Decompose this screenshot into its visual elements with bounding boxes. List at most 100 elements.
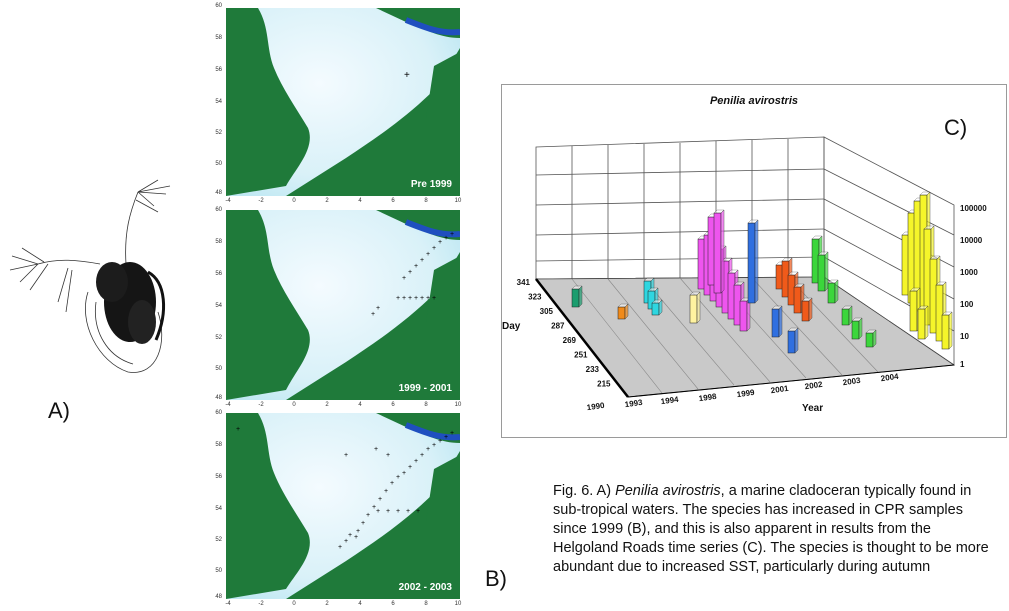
chart-bar xyxy=(571,285,583,308)
svg-text:+: + xyxy=(378,496,382,503)
x-tick: 2 xyxy=(325,601,329,607)
chart-bar xyxy=(617,303,629,320)
year-tick-label: 2003 xyxy=(842,376,861,387)
x-tick: 4 xyxy=(358,198,362,204)
svg-text:+: + xyxy=(361,520,365,527)
y-tick: 54 xyxy=(215,99,222,105)
x-tick: 2 xyxy=(325,402,329,408)
svg-text:+: + xyxy=(420,452,424,459)
year-tick-label: 2001 xyxy=(770,384,789,395)
panel-label-b: B) xyxy=(485,566,507,591)
y-tick: 50 xyxy=(215,161,222,167)
chart-bar xyxy=(771,305,783,338)
svg-text:+: + xyxy=(438,438,442,445)
svg-text:+: + xyxy=(416,508,420,515)
x-tick: 4 xyxy=(358,402,362,408)
svg-text:+: + xyxy=(420,295,424,302)
svg-text:+: + xyxy=(384,488,388,495)
y-tick: 52 xyxy=(215,335,222,341)
y-tick: 56 xyxy=(215,271,222,277)
map-2002-2003: + + + + + + + + + + + + + + + + + + + + + + + + + + + + + + 2002 … xyxy=(226,413,460,599)
chart-bar xyxy=(747,219,759,304)
map-x-axis-2: -4 -2 0 2 4 6 8 10 xyxy=(225,402,462,412)
svg-text:+: + xyxy=(402,275,406,282)
y-tick: 48 xyxy=(215,190,222,196)
svg-text:+: + xyxy=(404,70,410,81)
year-tick-label: 2002 xyxy=(804,380,823,391)
chart-svg: 1990 1993 1994 1998 1999 2001 2002 2003 2004 341 3… xyxy=(517,136,987,412)
svg-text:+: + xyxy=(450,231,454,238)
svg-text:+: + xyxy=(372,504,376,511)
svg-text:+: + xyxy=(426,446,430,453)
x-tick: 4 xyxy=(358,601,362,607)
chart-panel: 1990 1993 1994 1998 1999 2001 2002 2003 2004 341 3… xyxy=(501,84,1007,438)
svg-text:+: + xyxy=(376,305,380,312)
year-tick-label: 1999 xyxy=(736,388,755,399)
day-tick-label: 233 xyxy=(586,365,600,374)
chart-bars xyxy=(571,191,953,354)
y-tick: 54 xyxy=(215,506,222,512)
chart-bar xyxy=(841,305,853,326)
chart-bar xyxy=(941,311,953,350)
chart-bar xyxy=(801,297,813,322)
y-tick: 58 xyxy=(215,239,222,245)
svg-text:+: + xyxy=(414,458,418,465)
svg-text:+: + xyxy=(348,532,352,539)
x-tick: 0 xyxy=(292,402,296,408)
x-tick: 6 xyxy=(391,402,395,408)
svg-text:+: + xyxy=(376,508,380,515)
z-tick-label: 10 xyxy=(960,332,969,341)
panel-label-c: C) xyxy=(944,115,968,140)
x-tick: 10 xyxy=(454,402,462,408)
svg-text:+: + xyxy=(366,512,370,519)
svg-text:+: + xyxy=(426,251,430,258)
y-tick: 58 xyxy=(215,442,222,448)
year-tick-label: 1994 xyxy=(660,395,679,406)
svg-text:+: + xyxy=(344,452,348,459)
chart-bar xyxy=(917,305,929,340)
svg-text:+: + xyxy=(432,295,436,302)
svg-text:+: + xyxy=(414,263,418,270)
svg-text:+: + xyxy=(356,528,360,535)
y-tick: 60 xyxy=(215,410,222,416)
svg-text:+: + xyxy=(386,508,390,515)
day-tick-label: 251 xyxy=(574,351,588,360)
organism-illustration xyxy=(8,172,190,382)
svg-text:+: + xyxy=(444,434,448,441)
day-tick-label: 269 xyxy=(563,336,577,345)
svg-text:+: + xyxy=(354,534,358,541)
y-tick: 58 xyxy=(215,35,222,41)
year-tick-label: 2004 xyxy=(880,372,899,383)
panel-label-a: A) xyxy=(48,398,70,423)
chart-xlabel: Year xyxy=(802,403,824,414)
x-tick: 2 xyxy=(325,198,329,204)
svg-text:+: + xyxy=(408,269,412,276)
map-label: Pre 1999 xyxy=(410,179,452,190)
z-tick-label: 10000 xyxy=(960,236,983,245)
x-tick: 10 xyxy=(454,198,462,204)
map-pre-1999: + Pre 1999 xyxy=(226,8,460,196)
y-tick: 56 xyxy=(215,67,222,73)
x-tick: 0 xyxy=(292,198,296,204)
day-tick-label: 215 xyxy=(597,380,611,389)
figure-caption: Fig. 6. A) Penilia avirostris, a marine … xyxy=(553,482,993,577)
y-tick: 56 xyxy=(215,474,222,480)
chart-bar xyxy=(827,279,839,304)
svg-text:+: + xyxy=(420,257,424,264)
x-tick: -4 xyxy=(225,601,231,607)
chart-bar xyxy=(651,299,663,316)
chart-grid xyxy=(535,136,955,366)
x-tick: 6 xyxy=(391,601,395,607)
y-tick: 54 xyxy=(215,303,222,309)
y-tick: 52 xyxy=(215,130,222,136)
svg-text:+: + xyxy=(432,442,436,449)
chart-bar xyxy=(851,317,863,340)
svg-text:+: + xyxy=(338,544,342,551)
z-tick-label: 1 xyxy=(960,360,965,369)
svg-text:+: + xyxy=(408,295,412,302)
z-tick-label: 100000 xyxy=(960,204,987,213)
day-tick-label: 287 xyxy=(551,322,565,331)
x-tick: -4 xyxy=(225,402,231,408)
x-tick: 8 xyxy=(424,402,428,408)
year-tick-label: 1990 xyxy=(586,401,605,412)
